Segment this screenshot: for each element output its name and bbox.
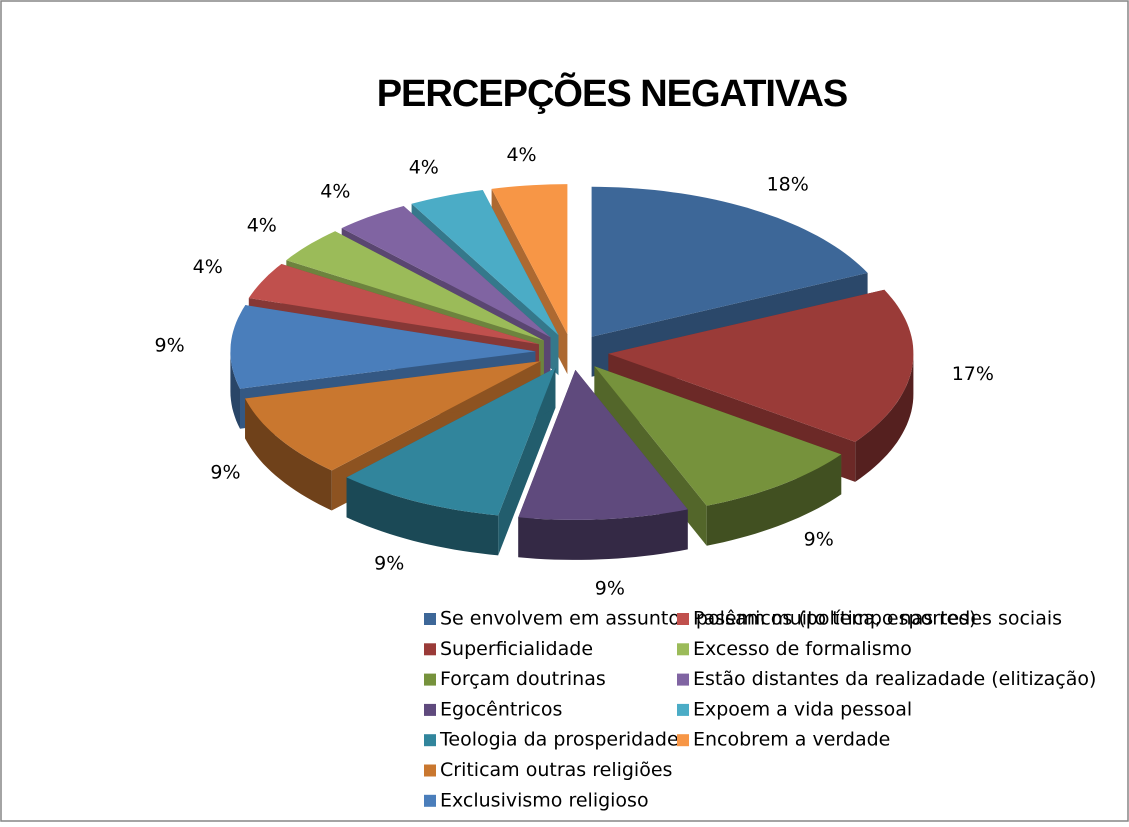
data-label: 4%	[320, 180, 350, 202]
legend-label: Egocêntricos	[440, 698, 562, 720]
slice	[346, 368, 556, 516]
legend-swatch	[424, 794, 436, 807]
legend-swatch	[677, 734, 689, 747]
legend-swatch	[677, 673, 689, 686]
slice	[245, 361, 541, 471]
data-label: 17%	[952, 363, 994, 385]
legend-label: Encobrem a verdade	[693, 729, 890, 751]
data-label: 4%	[506, 144, 536, 166]
legend-swatch	[677, 703, 689, 716]
legend-swatch	[424, 673, 436, 686]
slice	[341, 206, 551, 338]
slice	[608, 289, 914, 442]
legend-swatch	[424, 613, 436, 625]
legend-label: Passam muito tempo nas redes sociais	[693, 608, 1062, 630]
data-label: 9%	[155, 334, 185, 356]
legend-label: Exclusivismo religioso	[440, 789, 649, 811]
legend-swatch	[677, 643, 689, 656]
slice-side	[855, 353, 914, 482]
legend-label: Criticam outras religiões	[440, 759, 672, 781]
legend-label: Estão distantes da realizadade (elitizaç…	[693, 668, 1096, 690]
data-label: 18%	[767, 173, 809, 195]
slice	[286, 231, 544, 341]
slice-side	[245, 398, 332, 511]
legend-swatch	[677, 613, 689, 625]
slice	[594, 366, 842, 506]
slice	[491, 184, 568, 335]
data-label: 9%	[210, 462, 240, 484]
slice	[248, 264, 539, 345]
legend-swatch	[424, 643, 436, 656]
legend-label: Se envolvem em assuntos polêmicos (polít…	[440, 608, 976, 630]
legend-swatch	[424, 703, 436, 716]
slice	[411, 190, 559, 336]
data-label: 9%	[374, 553, 404, 575]
legend-swatch	[424, 734, 436, 747]
data-label: 4%	[193, 256, 223, 278]
legend-label: Superficialidade	[440, 638, 593, 660]
chart-title: PERCEPÇÕES NEGATIVAS	[377, 71, 848, 115]
slice-side	[706, 454, 842, 546]
slice-side	[230, 351, 240, 429]
legend-label: Forçam doutrinas	[440, 668, 606, 690]
data-label: 9%	[595, 577, 625, 599]
slice	[591, 186, 868, 337]
data-label: 9%	[804, 529, 834, 551]
legend-label: Expoem a vida pessoal	[693, 698, 912, 720]
slice-side	[518, 509, 688, 560]
slice	[230, 305, 536, 389]
legend-label: Excesso de formalismo	[693, 638, 912, 660]
legend-swatch	[424, 764, 436, 777]
data-label: 4%	[247, 214, 277, 236]
slice	[518, 369, 688, 520]
slice-side	[346, 477, 499, 556]
data-label: 4%	[409, 156, 439, 178]
legend-label: Teologia da prosperidade	[439, 729, 679, 751]
